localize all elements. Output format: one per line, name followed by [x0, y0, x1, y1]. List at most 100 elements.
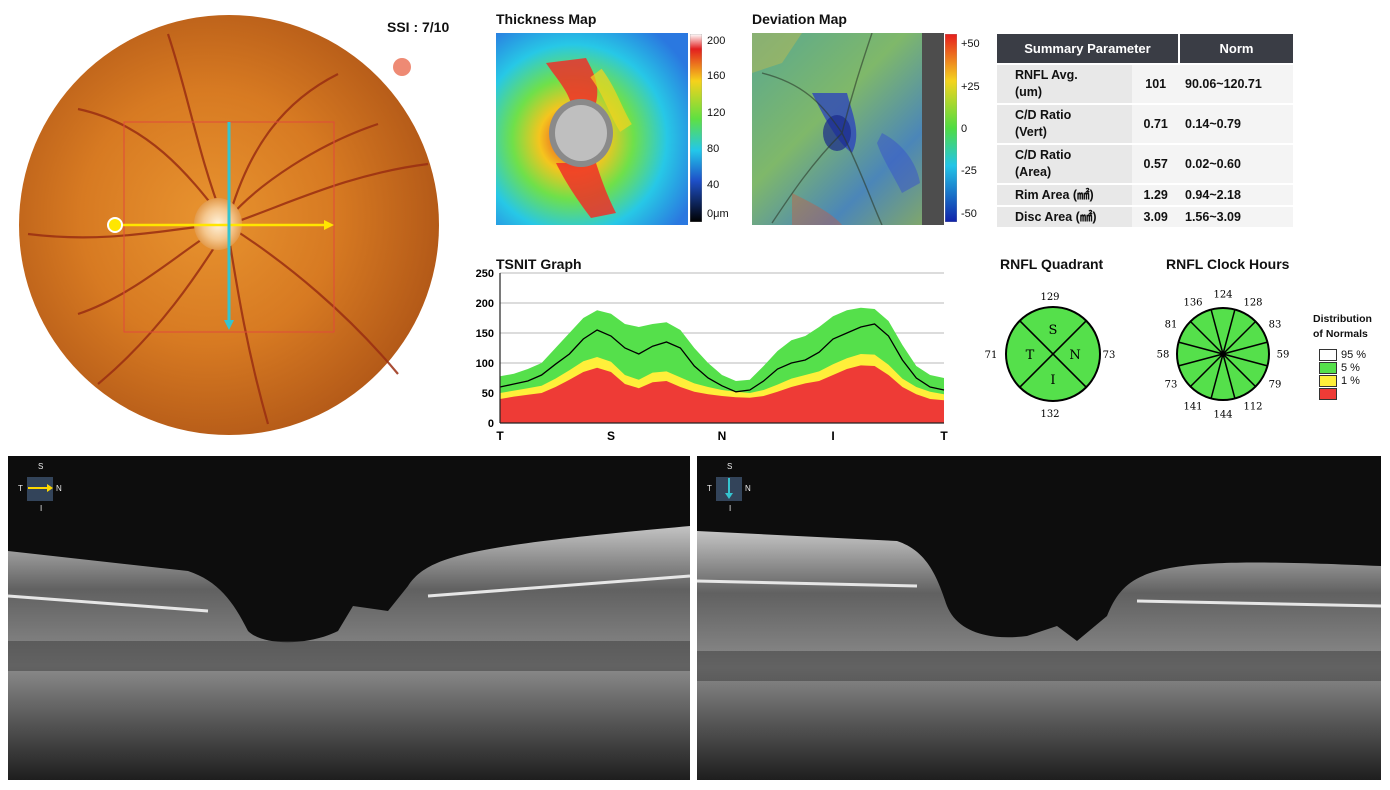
clock-hour-divider	[1222, 309, 1236, 355]
tsnit-y-tick: 100	[476, 358, 494, 370]
clock-hour-value: 112	[1243, 402, 1262, 413]
param-value: 0.57	[1132, 143, 1179, 184]
param-value: 101	[1132, 63, 1179, 104]
clock-hour-divider	[1178, 353, 1224, 367]
tsnit-y-tick: 150	[476, 328, 494, 340]
clock-hour-divider	[1189, 320, 1224, 355]
deviation-colorbar-tick: 0	[961, 123, 968, 135]
param-value: 0.71	[1132, 103, 1179, 144]
oct-bscan-vertical: S T N I	[697, 456, 1381, 780]
legend-swatch-below-1	[1319, 388, 1337, 401]
param-name: Rim Area (㎟)	[997, 183, 1133, 206]
thickness-colorbar	[690, 34, 702, 222]
param-norm: 1.56~3.09	[1179, 205, 1293, 227]
clock-hour-divider	[1222, 341, 1268, 355]
thickness-colorbar-tick: 200	[707, 35, 726, 47]
quadrant-label-i: I	[1050, 373, 1055, 388]
clock-hour-divider	[1222, 353, 1257, 388]
table-header-parameter: Summary Parameter	[997, 34, 1179, 64]
param-name: C/D Ratio (Area)	[997, 143, 1133, 184]
scan-orientation-indicator: S T N I	[18, 462, 62, 513]
quadrant-label-n: N	[1069, 348, 1080, 363]
thickness-map-title: Thickness Map	[496, 11, 597, 27]
deviation-colorbar-tick: +25	[961, 81, 980, 93]
signal-quality-dot	[393, 58, 411, 76]
clock-hour-divider	[1222, 353, 1268, 367]
table-row: Rim Area (㎟) 1.29 0.94~2.18	[997, 183, 1293, 206]
fundus-image	[19, 15, 439, 435]
clock-hour-divider	[1222, 320, 1257, 355]
thickness-colorbar-tick: 120	[707, 107, 726, 119]
deviation-map-title: Deviation Map	[752, 11, 847, 27]
table-row: C/D Ratio (Vert) 0.71 0.14~0.79	[997, 103, 1293, 144]
deviation-colorbar-tick: -50	[961, 208, 977, 220]
param-norm: 0.94~2.18	[1179, 183, 1293, 206]
clock-hour-value: 136	[1183, 298, 1202, 309]
thickness-colorbar-tick: 40	[707, 179, 720, 191]
thickness-colorbar-tick: 0μm	[707, 208, 729, 220]
table-row: RNFL Avg. (um) 101 90.06~120.71	[997, 63, 1293, 104]
legend-item	[1319, 388, 1341, 401]
clock-hour-value: 79	[1269, 380, 1282, 391]
legend-swatch-1	[1319, 375, 1337, 388]
clock-hour-divider	[1178, 341, 1224, 355]
quadrant-value-t: 71	[985, 350, 998, 361]
thickness-map	[496, 33, 688, 225]
clock-hour-divider	[1189, 353, 1224, 388]
tsnit-y-tick: 50	[482, 388, 494, 400]
summary-parameter-table: Summary Parameter Norm RNFL Avg. (um) 101…	[997, 34, 1293, 227]
clock-hour-divider	[1222, 353, 1236, 399]
legend-item: 5 %	[1319, 362, 1360, 375]
table-header-norm: Norm	[1178, 34, 1293, 64]
param-norm: 90.06~120.71	[1179, 63, 1293, 104]
tsnit-x-tick: T	[940, 429, 948, 443]
tsnit-x-tick: T	[496, 429, 504, 443]
tsnit-y-tick: 250	[476, 268, 494, 280]
deviation-colorbar-tick: -25	[961, 165, 977, 177]
tsnit-band-1	[500, 365, 944, 423]
quadrant-value-i: 132	[1040, 409, 1059, 420]
clock-hour-value: 83	[1269, 320, 1282, 331]
quadrant-value-s: 129	[1040, 292, 1059, 303]
legend-title: Distribution of Normals	[1313, 313, 1372, 340]
scan-start-marker	[107, 217, 123, 233]
clock-hour-divider	[1210, 353, 1224, 399]
deviation-colorbar	[945, 34, 957, 222]
legend-swatch-5	[1319, 362, 1337, 375]
rnfl-clock-hours-title: RNFL Clock Hours	[1166, 256, 1290, 272]
clock-hour-value: 59	[1277, 350, 1290, 361]
table-row: C/D Ratio (Area) 0.57 0.02~0.60	[997, 143, 1293, 184]
deviation-colorbar-tick: +50	[961, 38, 980, 50]
table-row: Disc Area (㎟) 3.09 1.56~3.09	[997, 205, 1293, 227]
tsnit-graph-title: TSNIT Graph	[496, 256, 582, 272]
clock-hour-value: 124	[1213, 290, 1232, 301]
param-name: Disc Area (㎟)	[997, 205, 1133, 227]
param-value: 1.29	[1132, 183, 1179, 206]
rnfl-clock-hours-chart: 124 128 83 59 79 112 144 141 73 58 81 136	[1157, 290, 1290, 421]
param-norm: 0.02~0.60	[1179, 143, 1293, 184]
tsnit-rnfl-line	[499, 323, 945, 393]
clock-hour-value: 128	[1243, 298, 1262, 309]
clock-hour-value: 144	[1213, 410, 1232, 421]
tsnit-y-tick: 200	[476, 298, 494, 310]
clock-hour-value: 141	[1183, 402, 1202, 413]
clock-hour-divider	[1210, 309, 1224, 355]
tsnit-x-tick: S	[607, 429, 615, 443]
tsnit-x-tick: N	[718, 429, 727, 443]
param-value: 3.09	[1132, 205, 1179, 227]
rnfl-quadrant-title: RNFL Quadrant	[1000, 256, 1104, 272]
legend-item: 95 %	[1319, 349, 1366, 362]
rnfl-quadrant-chart: S N I T 129 73 132 71	[985, 292, 1116, 420]
oct-bscan-horizontal: S T N I	[8, 456, 690, 780]
tsnit-x-tick: I	[831, 429, 834, 443]
thickness-colorbar-tick: 80	[707, 143, 720, 155]
clock-hour-value: 73	[1165, 380, 1178, 391]
quadrant-label-t: T	[1026, 348, 1035, 363]
thickness-colorbar-tick: 160	[707, 70, 726, 82]
param-name: RNFL Avg. (um)	[997, 63, 1133, 104]
tsnit-y-tick: 0	[488, 418, 494, 430]
param-norm: 0.14~0.79	[1179, 103, 1293, 144]
signal-strength-index: SSI : 7/10	[387, 19, 450, 35]
param-name: C/D Ratio (Vert)	[997, 103, 1133, 144]
